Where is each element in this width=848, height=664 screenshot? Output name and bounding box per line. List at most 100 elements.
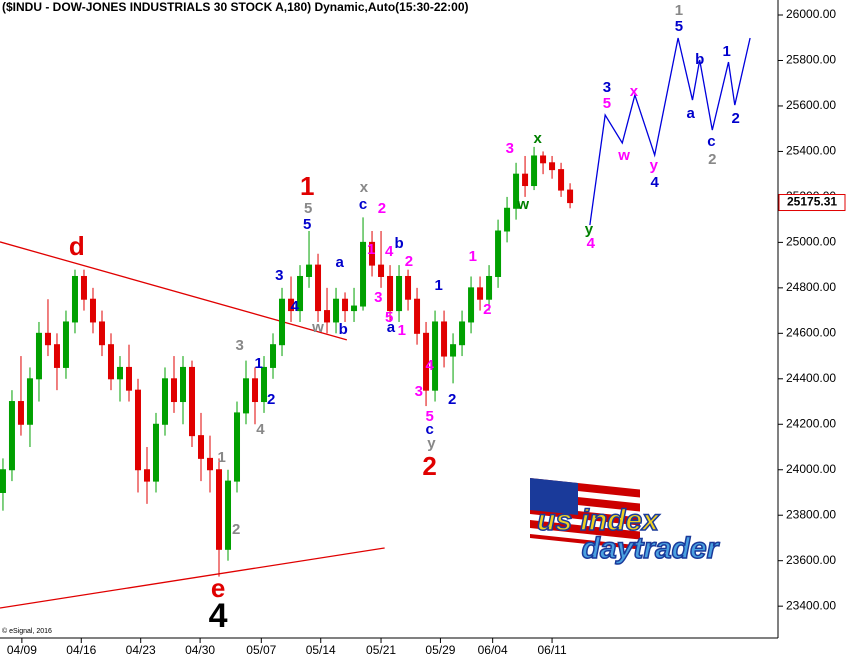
candle-body [243, 378, 250, 414]
y-tick-label: 23400.00 [786, 598, 836, 612]
candle-body [360, 241, 367, 307]
wave-label: 2 [267, 391, 275, 408]
candle-body [180, 366, 187, 403]
x-tick-label: 06/11 [537, 643, 566, 657]
candle-body [62, 321, 69, 368]
candle-body [315, 264, 322, 312]
candle-body [44, 332, 51, 346]
y-tick-label: 24000.00 [786, 462, 836, 476]
candle-body [288, 298, 295, 312]
x-tick-label: 05/21 [366, 643, 396, 657]
wave-label: 4 [290, 298, 299, 315]
wave-label: 3 [415, 383, 423, 400]
candle-body [53, 344, 60, 368]
candle-body [342, 298, 349, 312]
candle-body [98, 321, 105, 346]
wave-label: 2 [483, 301, 491, 318]
wave-label: y [650, 157, 659, 174]
wave-label: 5 [304, 200, 312, 217]
candle-body [252, 378, 259, 403]
candle-body [378, 264, 385, 277]
wave-label: 1 [398, 322, 406, 339]
wave-label: w [516, 196, 529, 213]
wave-label: w [311, 319, 324, 336]
candle-body [504, 207, 511, 232]
candle-body [134, 389, 141, 471]
logo-text: daytrader [582, 532, 721, 565]
logo: us index daytrader [530, 478, 721, 566]
wave-label: 2 [378, 200, 386, 217]
candle-body [198, 435, 205, 459]
wave-label: x [630, 83, 639, 100]
projection-line [589, 37, 751, 226]
wave-label: 1 [300, 171, 314, 201]
candle-body [161, 378, 168, 425]
candle-body [207, 457, 214, 471]
wave-label: c [425, 421, 433, 438]
y-tick-label: 24200.00 [786, 416, 836, 430]
candle-body [297, 275, 304, 312]
wave-label: 3 [236, 337, 244, 354]
wave-label: 2 [732, 110, 740, 127]
wave-label: y [427, 435, 436, 452]
candle-body [423, 332, 430, 391]
candle-body [450, 344, 457, 357]
trend-line [0, 547, 385, 609]
wave-label: 2 [405, 253, 413, 270]
last-price-label: 25175.31 [787, 195, 837, 209]
candle-body [495, 230, 502, 277]
candle-body [125, 366, 132, 391]
x-tick-label: 05/29 [425, 643, 455, 657]
credit: © eSignal, 2016 [2, 627, 52, 635]
candle-body [405, 275, 412, 300]
candle-body [35, 332, 42, 380]
wave-label: a [335, 254, 344, 271]
y-tick-label: 26000.00 [786, 7, 836, 21]
candle-body [396, 275, 403, 312]
wave-label: 1 [218, 449, 226, 466]
wave-label: 4 [385, 243, 394, 260]
y-tick-label: 24400.00 [786, 371, 836, 385]
candle-body [8, 401, 15, 471]
wave-label: d [69, 231, 85, 261]
candle-body [216, 469, 223, 550]
y-tick-label: 23600.00 [786, 553, 836, 567]
candle-body [270, 344, 277, 368]
wave-label: 1 [254, 355, 262, 372]
wave-label: 3 [603, 79, 611, 96]
candle-body [189, 366, 196, 437]
wave-label: w [617, 147, 630, 164]
candle-body [89, 298, 96, 323]
candle-body [26, 378, 33, 425]
candle-body [225, 480, 232, 550]
candle-body [324, 310, 331, 323]
wave-label: x [360, 179, 369, 196]
wave-label: 4 [256, 421, 265, 438]
x-tick-label: 04/09 [7, 643, 37, 657]
wave-label: 2 [232, 521, 240, 538]
wave-label: y [585, 221, 594, 238]
wave-label: 2 [448, 391, 456, 408]
candle-body [234, 412, 241, 482]
wave-label: c [359, 196, 367, 213]
wave-label: 2 [422, 451, 436, 481]
candle-body [0, 469, 6, 493]
candle-body [279, 298, 286, 346]
wave-label: 1 [675, 2, 683, 19]
wave-label: 4 [209, 597, 228, 635]
wave-label: 5 [675, 18, 683, 35]
y-tick-label: 23800.00 [786, 507, 836, 521]
candle-body [170, 378, 177, 403]
x-tick-label: 05/07 [246, 643, 276, 657]
candle-body [414, 298, 421, 334]
x-tick-label: 05/14 [306, 643, 336, 657]
wave-label: 1 [367, 241, 375, 258]
candle-body [513, 173, 520, 209]
x-tick-label: 04/30 [185, 643, 215, 657]
candle-body [522, 173, 529, 187]
candle-body [143, 469, 150, 482]
chart-title: ($INDU - DOW-JONES INDUSTRIALS 30 STOCK … [2, 0, 469, 14]
y-tick-label: 25600.00 [786, 98, 836, 112]
candle-body [80, 275, 87, 300]
